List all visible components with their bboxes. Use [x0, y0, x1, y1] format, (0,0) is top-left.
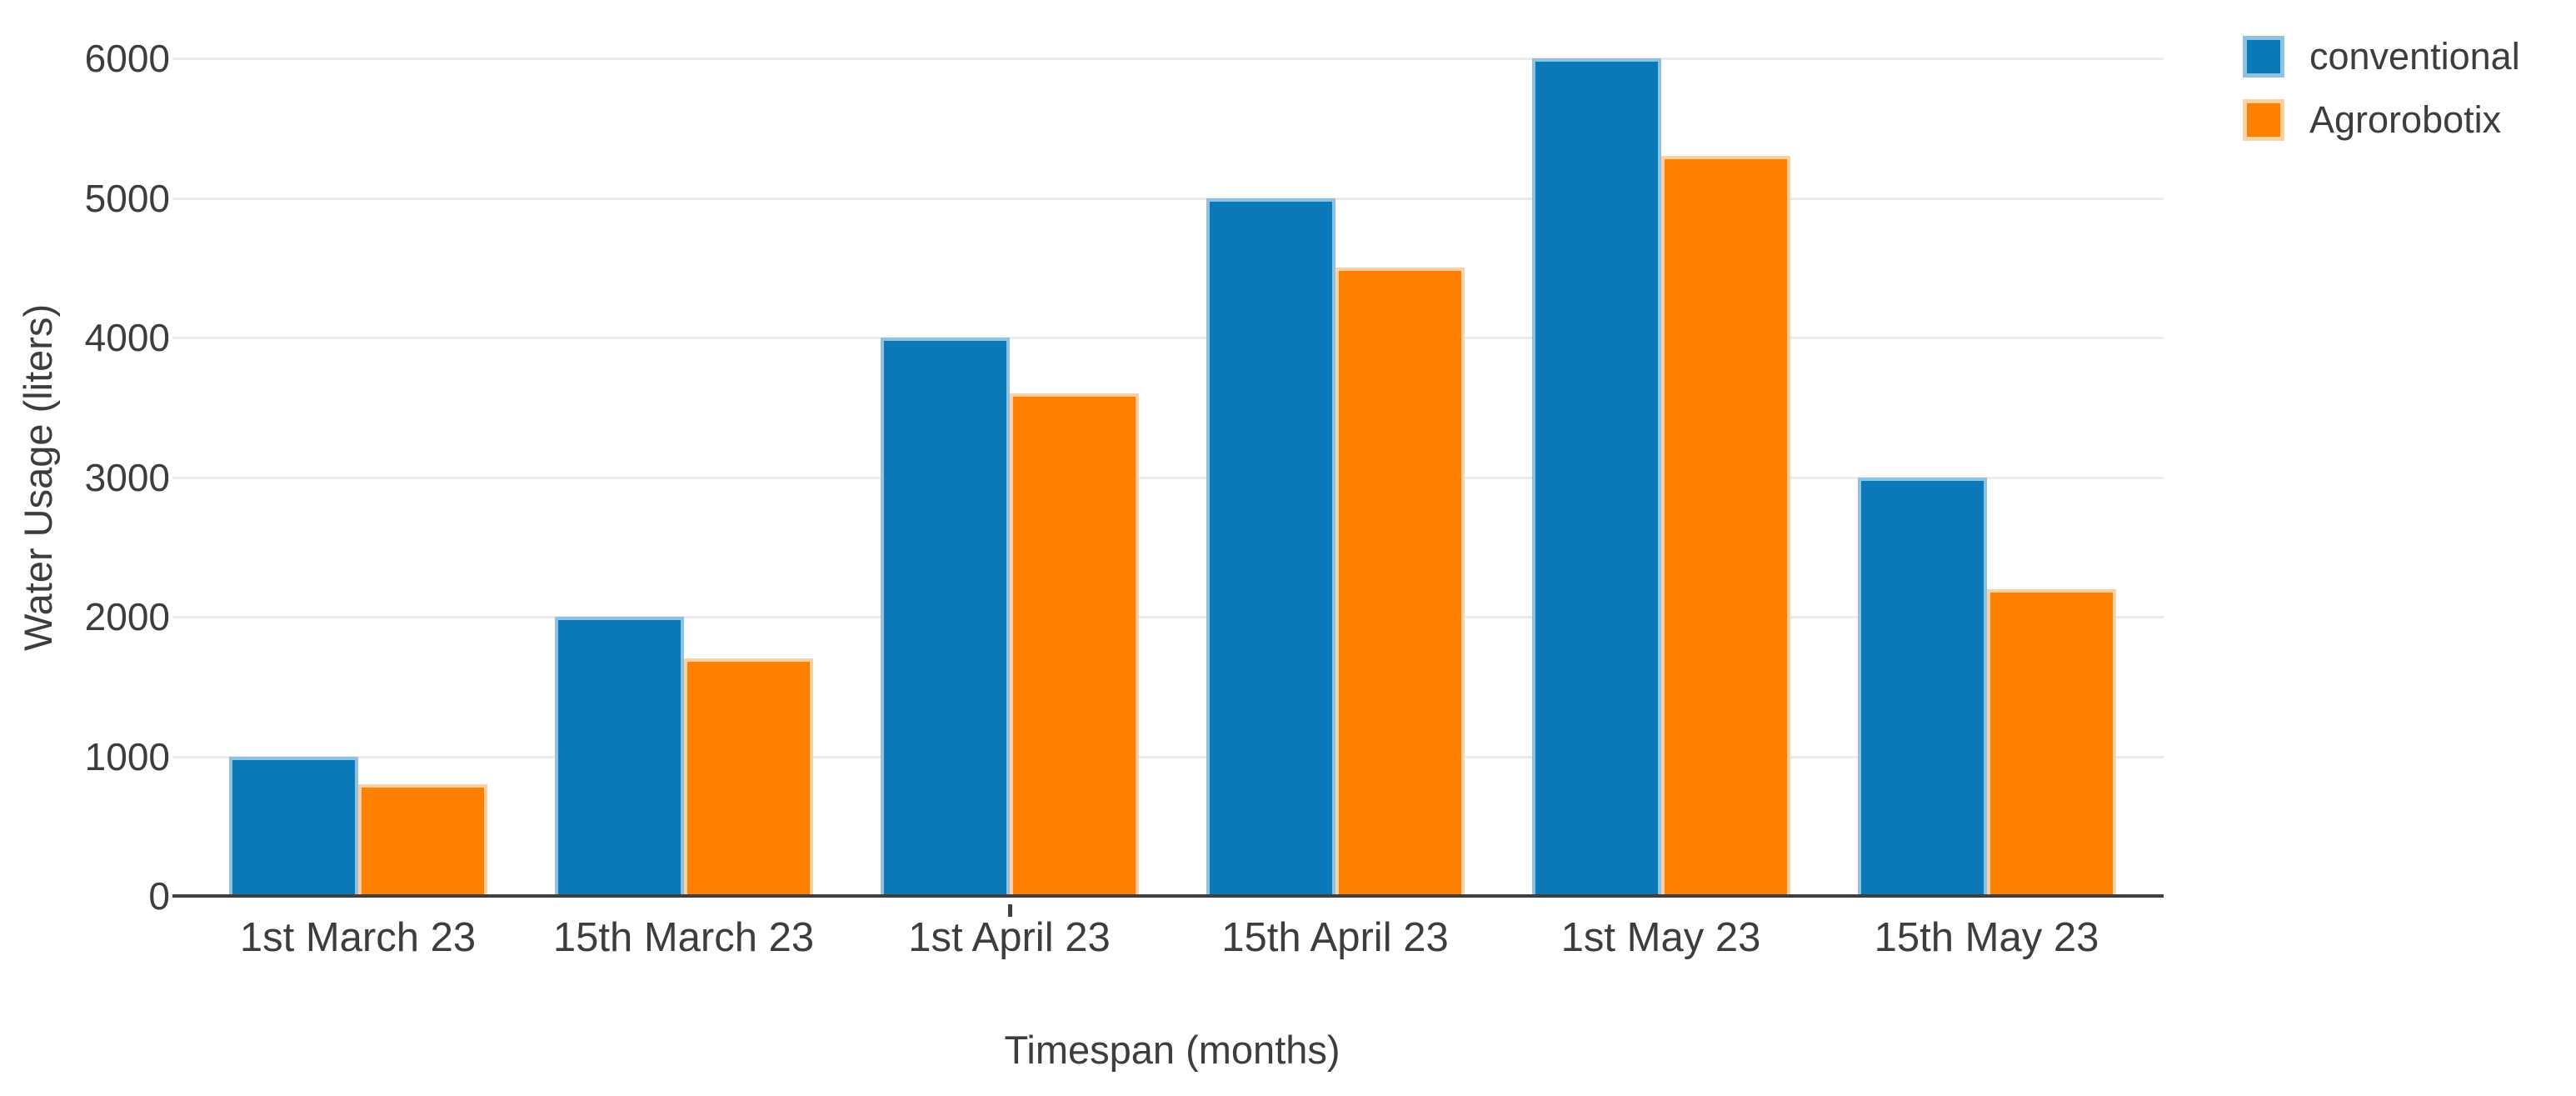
y-tick-label-2000: 2000 [84, 595, 170, 638]
bar-conventional [1857, 477, 1987, 896]
bar-group [1498, 58, 1824, 896]
y-tick-label-6000: 6000 [84, 37, 170, 80]
bar-agrorobotix [1335, 268, 1465, 896]
plot-area: 0 1000 2000 3000 4000 5000 6000 1st March 23 15… [85, 39, 2164, 960]
y-tick-label-3000: 3000 [84, 455, 170, 499]
bar-conventional [880, 338, 1010, 896]
legend-item-agrorobotix: Agrorobotix [2243, 98, 2520, 142]
bars-container [195, 58, 2149, 896]
x-tick-labels: 1st March 23 15th March 23 1st April 23 15t… [195, 914, 2149, 961]
legend-swatch-conventional [2243, 36, 2284, 78]
y-axis-title: Water Usage (liters) [16, 303, 60, 651]
legend-swatch-agrorobotix [2243, 99, 2284, 141]
x-axis-line [172, 894, 2164, 898]
x-tick-label: 1st March 23 [239, 915, 477, 960]
bar-conventional [228, 756, 358, 896]
y-tick-label-5000: 5000 [84, 176, 170, 220]
bar-group [846, 58, 1172, 896]
gridline-1000 [172, 755, 2164, 758]
gridline-6000 [172, 58, 2164, 60]
bar-group [1824, 58, 2149, 896]
bar-agrorobotix [1009, 393, 1139, 896]
y-tick-label-0: 0 [148, 874, 170, 918]
x-tick-label: 1st May 23 [1560, 915, 1761, 960]
gridline-4000 [172, 337, 2164, 339]
bar-conventional [554, 617, 684, 896]
y-tick-label-4000: 4000 [84, 316, 170, 359]
legend-item-conventional: conventional [2243, 35, 2520, 78]
bar-agrorobotix [683, 658, 813, 896]
y-tick-label-1000: 1000 [84, 734, 170, 778]
x-tick-label: 15th May 23 [1874, 915, 2099, 960]
bar-group [195, 58, 521, 896]
x-tick-label: 15th April 23 [1221, 915, 1449, 960]
x-tick-label: 15th March 23 [552, 915, 815, 960]
bar-group [1172, 58, 1498, 896]
gridline-5000 [172, 197, 2164, 200]
x-axis-tick-mark [1007, 904, 1012, 917]
legend-label-agrorobotix: Agrorobotix [2309, 98, 2502, 141]
bar-conventional [1206, 198, 1335, 896]
gridline-2000 [172, 616, 2164, 618]
gridline-3000 [172, 476, 2164, 479]
bar-conventional [1531, 58, 1661, 896]
bar-agrorobotix [357, 784, 487, 896]
bar-agrorobotix [1660, 156, 1790, 896]
legend: conventional Agrorobotix [2243, 35, 2520, 142]
bar-agrorobotix [1986, 588, 2116, 896]
x-axis-title: Timespan (months) [1004, 1028, 1340, 1072]
bar-group [521, 58, 846, 896]
legend-label-conventional: conventional [2309, 35, 2520, 78]
x-tick-label: 1st April 23 [908, 915, 1111, 960]
